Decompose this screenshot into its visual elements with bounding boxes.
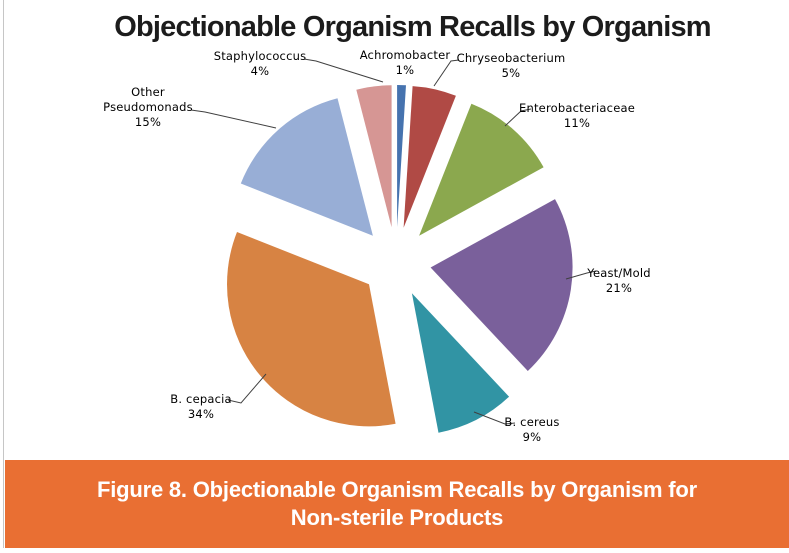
pie-slice-b-cereus xyxy=(411,293,510,433)
pie-label-text: B. cepacia xyxy=(170,392,232,406)
pie-label-text: Other Pseudomonads xyxy=(103,85,193,114)
figure-caption-banner: Figure 8. Objectionable Organism Recalls… xyxy=(5,460,789,548)
left-border-line xyxy=(3,0,4,548)
pie-slice-b-cepacia xyxy=(227,232,396,427)
pie-label-text: Yeast/Mold xyxy=(587,266,651,280)
pie-label-yeast-mold: Yeast/Mold 21% xyxy=(587,266,650,296)
pie-slice-yeast-mold xyxy=(430,199,573,371)
leader-line-yeast-mold xyxy=(565,270,597,280)
pie-slice-chryseobacterium xyxy=(403,86,456,228)
pie-label-other-pseudomonads: Other Pseudomonads 15% xyxy=(103,85,193,130)
leader-line-b-cereus xyxy=(473,411,516,425)
figure-caption: Figure 8. Objectionable Organism Recalls… xyxy=(96,477,698,530)
pie-label-pct: 11% xyxy=(563,116,591,130)
pie-label-pct: 5% xyxy=(501,66,521,80)
pie-slice-achromobacter xyxy=(397,85,406,227)
leader-line-other-pseudomonads xyxy=(190,109,277,129)
pie-label-achromobacter: Achromobacter 1% xyxy=(360,48,451,78)
pie-label-text: B. cereus xyxy=(504,415,560,429)
pie-label-b-cereus: B. cereus 9% xyxy=(504,415,559,445)
pie-slice-other-pseudomonads xyxy=(240,98,373,236)
leader-line-chryseobacterium xyxy=(433,59,460,87)
pie-label-chryseobacterium: Chryseobacterium 5% xyxy=(457,51,566,81)
pie-label-pct: 9% xyxy=(522,430,542,444)
leader-line-b-cepacia xyxy=(227,373,267,404)
pie-slice-staphylococcus xyxy=(356,85,392,228)
pie-label-staphylococcus: Staphylococcus 4% xyxy=(214,49,307,79)
pie-label-text: Chryseobacterium xyxy=(456,51,566,65)
leader-line-staphylococcus xyxy=(303,58,384,83)
pie-label-b-cepacia: B. cepacia 34% xyxy=(170,392,232,422)
leader-line-enterobacteriaceae xyxy=(504,108,532,127)
pie-slice-enterobacteriaceae xyxy=(419,103,544,236)
pie-label-text: Enterobacteriaceae xyxy=(519,101,635,115)
pie-label-text: Achromobacter xyxy=(359,48,451,62)
pie-label-text: Staphylococcus xyxy=(213,49,307,63)
pie-label-pct: 21% xyxy=(605,281,633,295)
chart-title: Objectionable Organism Recalls by Organi… xyxy=(114,11,711,43)
pie-label-pct: 15% xyxy=(134,115,162,129)
pie-label-pct: 34% xyxy=(187,407,215,421)
pie-label-enterobacteriaceae: Enterobacteriaceae 11% xyxy=(519,101,635,131)
pie-label-pct: 4% xyxy=(250,64,270,78)
pie-label-pct: 1% xyxy=(395,63,415,77)
pie-chart xyxy=(190,58,597,433)
